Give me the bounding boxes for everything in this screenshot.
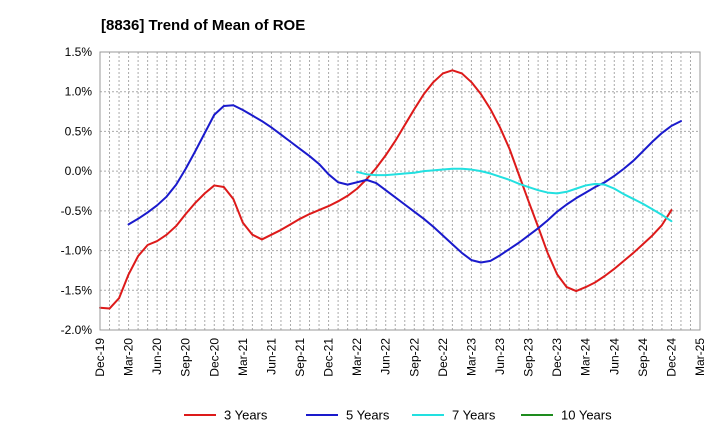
plot-area	[100, 52, 700, 330]
x-tick-label: Sep-23	[522, 338, 536, 377]
y-axis: 1.5% 1.0% 0.5% 0.0% -0.5% -1.0% -1.5% -2.0%	[61, 45, 93, 337]
y-tick-label: -1.5%	[61, 283, 93, 297]
legend: 3 Years 5 Years 7 Years 10 Years	[184, 408, 612, 423]
x-tick-label: Dec-21	[322, 338, 336, 377]
x-tick-label: Jun-24	[607, 338, 621, 375]
series-line-5-years	[127, 104, 682, 264]
y-tick-label: -2.0%	[61, 323, 93, 337]
x-tick-label: Mar-21	[236, 338, 250, 376]
y-tick-label: 0.5%	[65, 124, 93, 138]
plot-frame	[99, 51, 701, 331]
y-tick-label: -0.5%	[61, 204, 93, 218]
y-tick-label: 1.0%	[65, 85, 93, 99]
x-tick-label: Mar-22	[350, 338, 364, 376]
x-tick-label: Dec-23	[550, 338, 564, 377]
chart-title: [8836] Trend of Mean of ROE	[101, 17, 305, 34]
x-tick-label: Sep-21	[293, 338, 307, 377]
y-tick-label: -1.0%	[61, 244, 93, 258]
x-tick-label: Mar-25	[693, 338, 707, 376]
x-tick-label: Mar-20	[122, 338, 136, 376]
series-line-7-years	[356, 167, 673, 223]
x-tick-label: Sep-22	[407, 338, 421, 377]
x-tick-label: Jun-21	[264, 338, 278, 375]
x-tick-label: Dec-20	[207, 338, 221, 377]
x-tick-label: Dec-24	[664, 338, 678, 377]
legend-label-3-years: 3 Years	[224, 408, 268, 423]
x-tick-label: Jun-20	[150, 338, 164, 375]
series-line-3-years	[99, 69, 673, 310]
x-tick-label: Sep-20	[179, 338, 193, 377]
legend-label-7-years: 7 Years	[452, 408, 496, 423]
x-tick-label: Jun-22	[379, 338, 393, 375]
x-tick-label: Dec-22	[436, 338, 450, 377]
legend-label-5-years: 5 Years	[346, 408, 390, 423]
x-tick-label: Dec-19	[93, 338, 107, 377]
x-tick-label: Jun-23	[493, 338, 507, 375]
y-tick-label: 0.0%	[65, 164, 93, 178]
x-axis: Dec-19 Mar-20 Jun-20 Sep-20 Dec-20 Mar-21 Jun-…	[93, 338, 707, 377]
x-tick-label: Sep-24	[636, 338, 650, 377]
x-tick-label: Mar-23	[464, 338, 478, 376]
y-tick-label: 1.5%	[65, 45, 93, 59]
x-tick-label: Mar-24	[579, 338, 593, 376]
series-layer	[99, 69, 682, 310]
legend-label-10-years: 10 Years	[561, 408, 612, 423]
